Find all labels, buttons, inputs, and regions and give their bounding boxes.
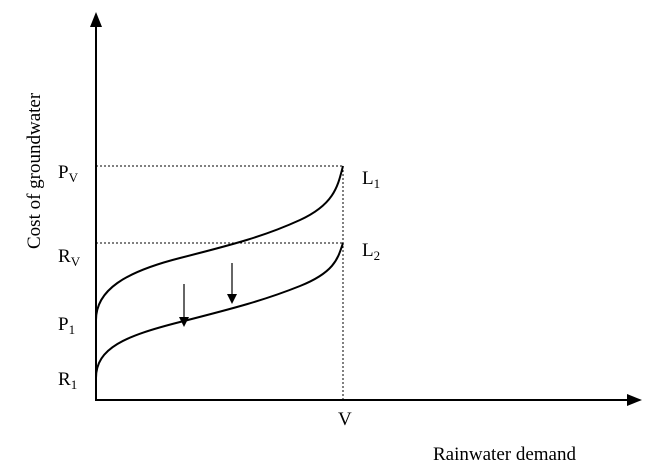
curve-label-l1: L1: [362, 168, 380, 191]
y-label-r1: R1: [58, 369, 77, 392]
y-label-pv: PV: [58, 162, 79, 185]
x-axis: [95, 394, 642, 406]
x-axis-title: Rainwater demand: [433, 444, 576, 463]
curve-label-l2: L2: [362, 240, 380, 263]
y-label-rv: RV: [58, 246, 81, 269]
y-axis-title: Cost of groundwater: [24, 92, 45, 249]
y-label-p1: P1: [58, 314, 75, 337]
y-axis-arrow-icon: [90, 12, 102, 27]
curve-l2: [95, 242, 344, 379]
y-axis: [90, 12, 102, 400]
curve-l1: [95, 165, 344, 321]
x-axis-arrow-icon: [627, 394, 642, 406]
x-label-v: V: [338, 409, 352, 430]
